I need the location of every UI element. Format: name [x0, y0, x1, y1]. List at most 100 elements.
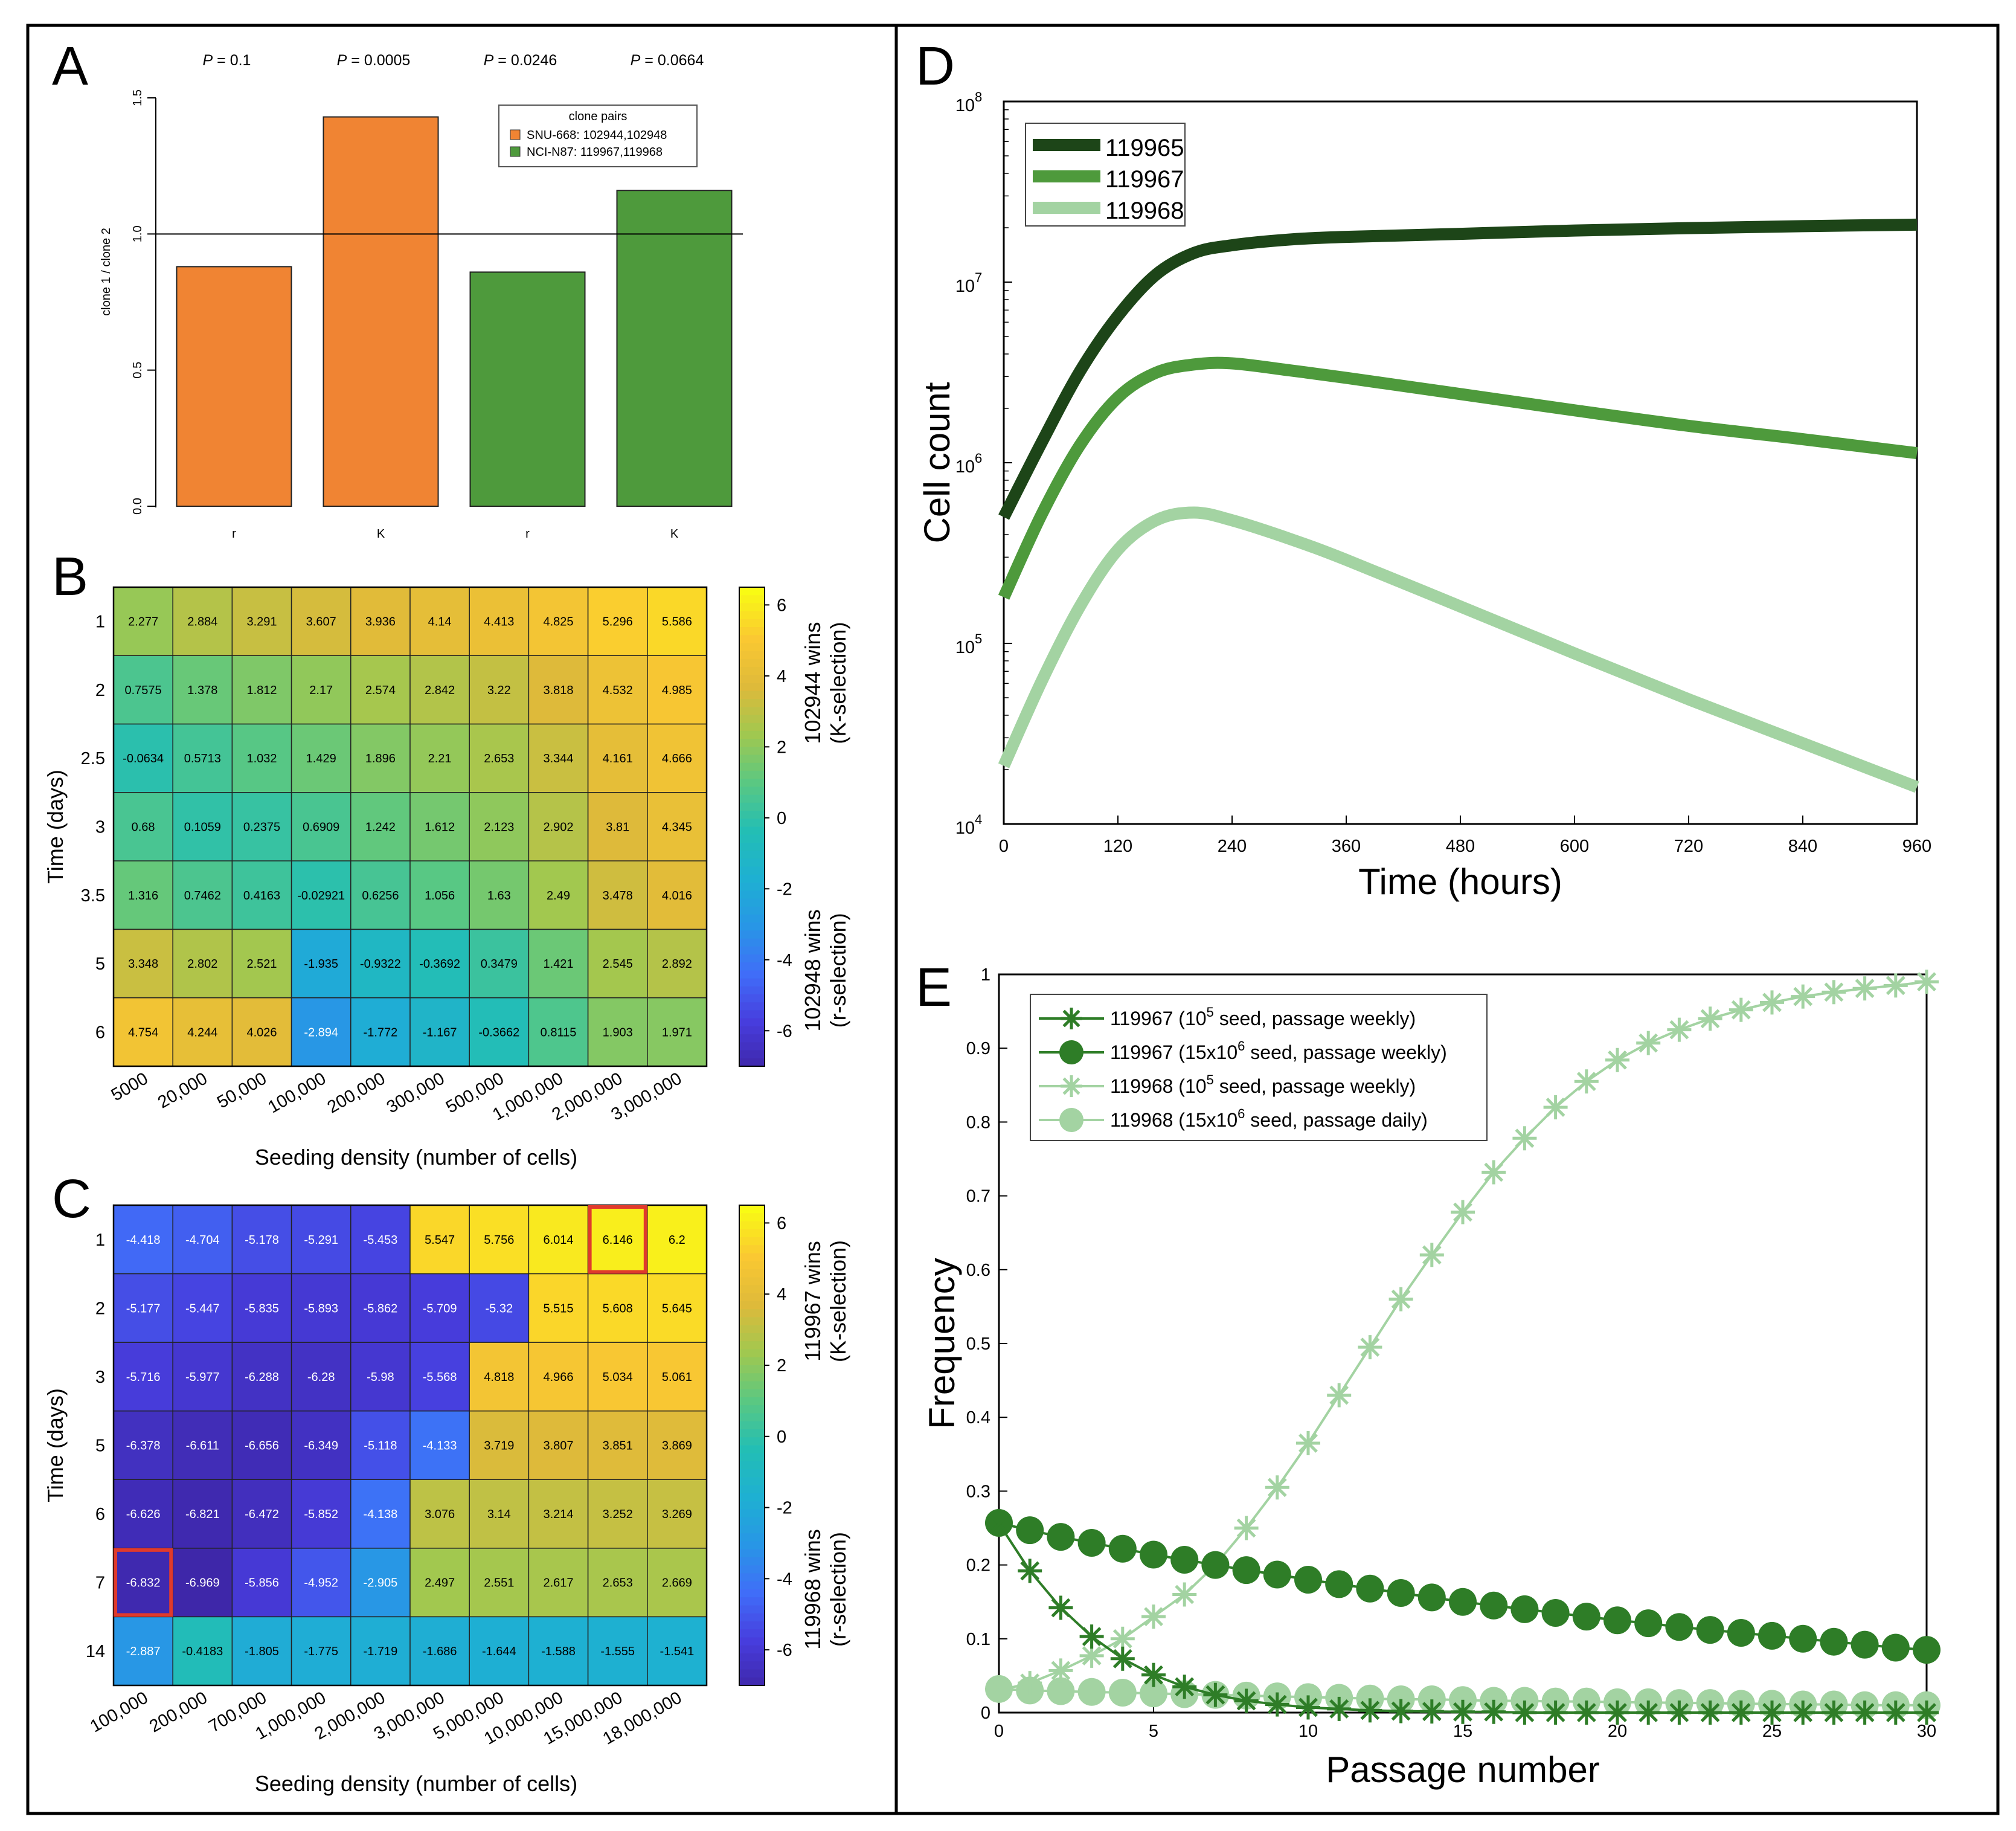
d-y-tick-label-4: 108 — [955, 89, 983, 115]
b-cell — [647, 997, 707, 1067]
e-legend-pre-3: 119968 (15x10 — [1110, 1109, 1238, 1131]
c-cell-value: -1.588 — [541, 1645, 576, 1658]
e-point-0-11 — [1329, 1699, 1349, 1719]
a-y-axis: 0.0 0.5 1.0 1.5 — [131, 89, 156, 515]
b-cell-value: -1.935 — [304, 957, 338, 971]
b-cell — [647, 723, 707, 793]
c-row-label: 6 — [95, 1505, 105, 1524]
b-cell — [231, 860, 292, 930]
d-series-line-0 — [998, 218, 1918, 520]
c-cell — [231, 1479, 292, 1549]
c-colorbar-step — [739, 1221, 765, 1230]
b-cell — [172, 792, 233, 861]
c-colorbar-step — [739, 1581, 765, 1590]
b-cell — [469, 655, 530, 725]
b-cell — [231, 723, 292, 793]
b-colorbar-tick-label-5: -4 — [777, 951, 792, 970]
b-cell-value: 2.277 — [128, 616, 158, 629]
panel-b-heatmap: 2.277 2.884 3.291 3.607 3.936 4.14 4.413 4.825 5… — [43, 586, 850, 1170]
b-colorbar-step — [739, 946, 765, 955]
c-cell-value: -5.862 — [364, 1302, 398, 1315]
b-cell — [172, 997, 233, 1067]
d-y-tick-exp-4: 8 — [975, 89, 982, 105]
c-colorbar-step — [739, 1525, 765, 1534]
c-colorbar-step — [739, 1629, 765, 1638]
c-cell — [647, 1616, 707, 1686]
c-colorbar-step — [739, 1557, 765, 1566]
a-y-tick-label-2: 1.0 — [131, 225, 144, 242]
b-cell — [469, 723, 530, 793]
d-x-tick-label-3: 360 — [1332, 837, 1361, 856]
b-cell-value: 0.5713 — [184, 752, 221, 765]
b-colorbar-top-label-1: 102944 wins — [800, 622, 825, 744]
a-p-number-3: 0.0664 — [658, 52, 704, 69]
e-point-0-19 — [1576, 1703, 1596, 1722]
b-cell-value: 5.586 — [662, 616, 692, 629]
e-point-0-20 — [1608, 1703, 1627, 1722]
b-colorbar-step — [739, 755, 765, 764]
c-cell — [409, 1273, 470, 1343]
e-point-1-18 — [1541, 1599, 1570, 1627]
a-bar-1 — [323, 116, 439, 507]
e-point-1-21 — [1634, 1609, 1663, 1638]
c-cell — [409, 1410, 470, 1481]
e-point-1-10 — [1294, 1566, 1322, 1594]
c-cell — [172, 1342, 233, 1412]
a-x-tick-label-2: r — [525, 527, 530, 541]
e-point-0-12 — [1360, 1701, 1380, 1720]
d-series-line-2 — [998, 506, 1919, 793]
d-x-tick-label-0: 0 — [999, 837, 1009, 856]
c-colorbar-step — [739, 1661, 765, 1670]
e-point-0-7 — [1205, 1685, 1225, 1705]
e-point-0-5 — [1144, 1665, 1163, 1685]
b-colorbar-step — [739, 842, 765, 852]
a-p-number-2: 0.0246 — [511, 52, 557, 69]
b-cell-value: 1.056 — [425, 889, 455, 903]
e-legend-post-1: seed, passage weekly) — [1245, 1041, 1446, 1063]
d-y-tick-base-3: 10 — [955, 277, 975, 296]
b-col-label: 200,000 — [324, 1069, 389, 1117]
e-point-2-22 — [1669, 1020, 1689, 1040]
c-cell-value: 5.645 — [662, 1302, 692, 1315]
c-y-label: Time (days) — [43, 1388, 68, 1502]
c-colorbar-step — [739, 1677, 765, 1686]
b-cell — [469, 792, 530, 861]
c-colorbar-tick-label-4: -2 — [777, 1499, 792, 1518]
b-cell-value: 1.378 — [187, 684, 217, 697]
b-cell-value: 1.316 — [128, 889, 158, 903]
e-point-2-23 — [1700, 1009, 1720, 1029]
b-cell — [172, 860, 233, 930]
c-cell-value: -5.716 — [126, 1371, 161, 1384]
d-legend-label-2: 119968 — [1105, 198, 1184, 224]
e-point-1-28 — [1851, 1630, 1879, 1659]
c-cell-value: -5.447 — [185, 1302, 220, 1315]
c-cell — [409, 1548, 470, 1618]
c-cell-value: -6.472 — [245, 1508, 279, 1521]
e-point-1-19 — [1572, 1603, 1600, 1631]
c-colorbar-step — [739, 1477, 765, 1486]
c-cell-value: -6.969 — [185, 1577, 220, 1590]
d-legend-label-1: 119967 — [1105, 166, 1184, 193]
b-cell — [587, 792, 648, 861]
c-cell-value: -1.555 — [600, 1645, 635, 1658]
b-col-label: 20,000 — [155, 1069, 211, 1112]
e-point-2-29 — [1886, 976, 1905, 996]
c-cell-value: -1.775 — [304, 1645, 338, 1658]
e-point-1-29 — [1881, 1633, 1910, 1662]
e-point-0-21 — [1639, 1703, 1658, 1722]
c-cell-value: -6.656 — [245, 1440, 279, 1453]
c-colorbar-step — [739, 1453, 765, 1462]
e-y-tick-label-5: 0.5 — [966, 1334, 990, 1354]
e-legend: 119967 (105 seed, passage weekly)119967 … — [1030, 994, 1488, 1141]
e-point-0-14 — [1422, 1702, 1442, 1722]
c-cell — [409, 1205, 470, 1275]
b-cell — [587, 860, 648, 930]
c-colorbar-step — [739, 1373, 765, 1382]
b-colorbar-step — [739, 851, 765, 860]
a-p-symbol-0: P — [203, 52, 213, 69]
c-cell — [350, 1410, 411, 1481]
c-col-label: 200,000 — [146, 1688, 211, 1736]
b-colorbar-step — [739, 794, 765, 803]
e-point-0-25 — [1762, 1703, 1782, 1722]
c-cell — [113, 1205, 173, 1275]
